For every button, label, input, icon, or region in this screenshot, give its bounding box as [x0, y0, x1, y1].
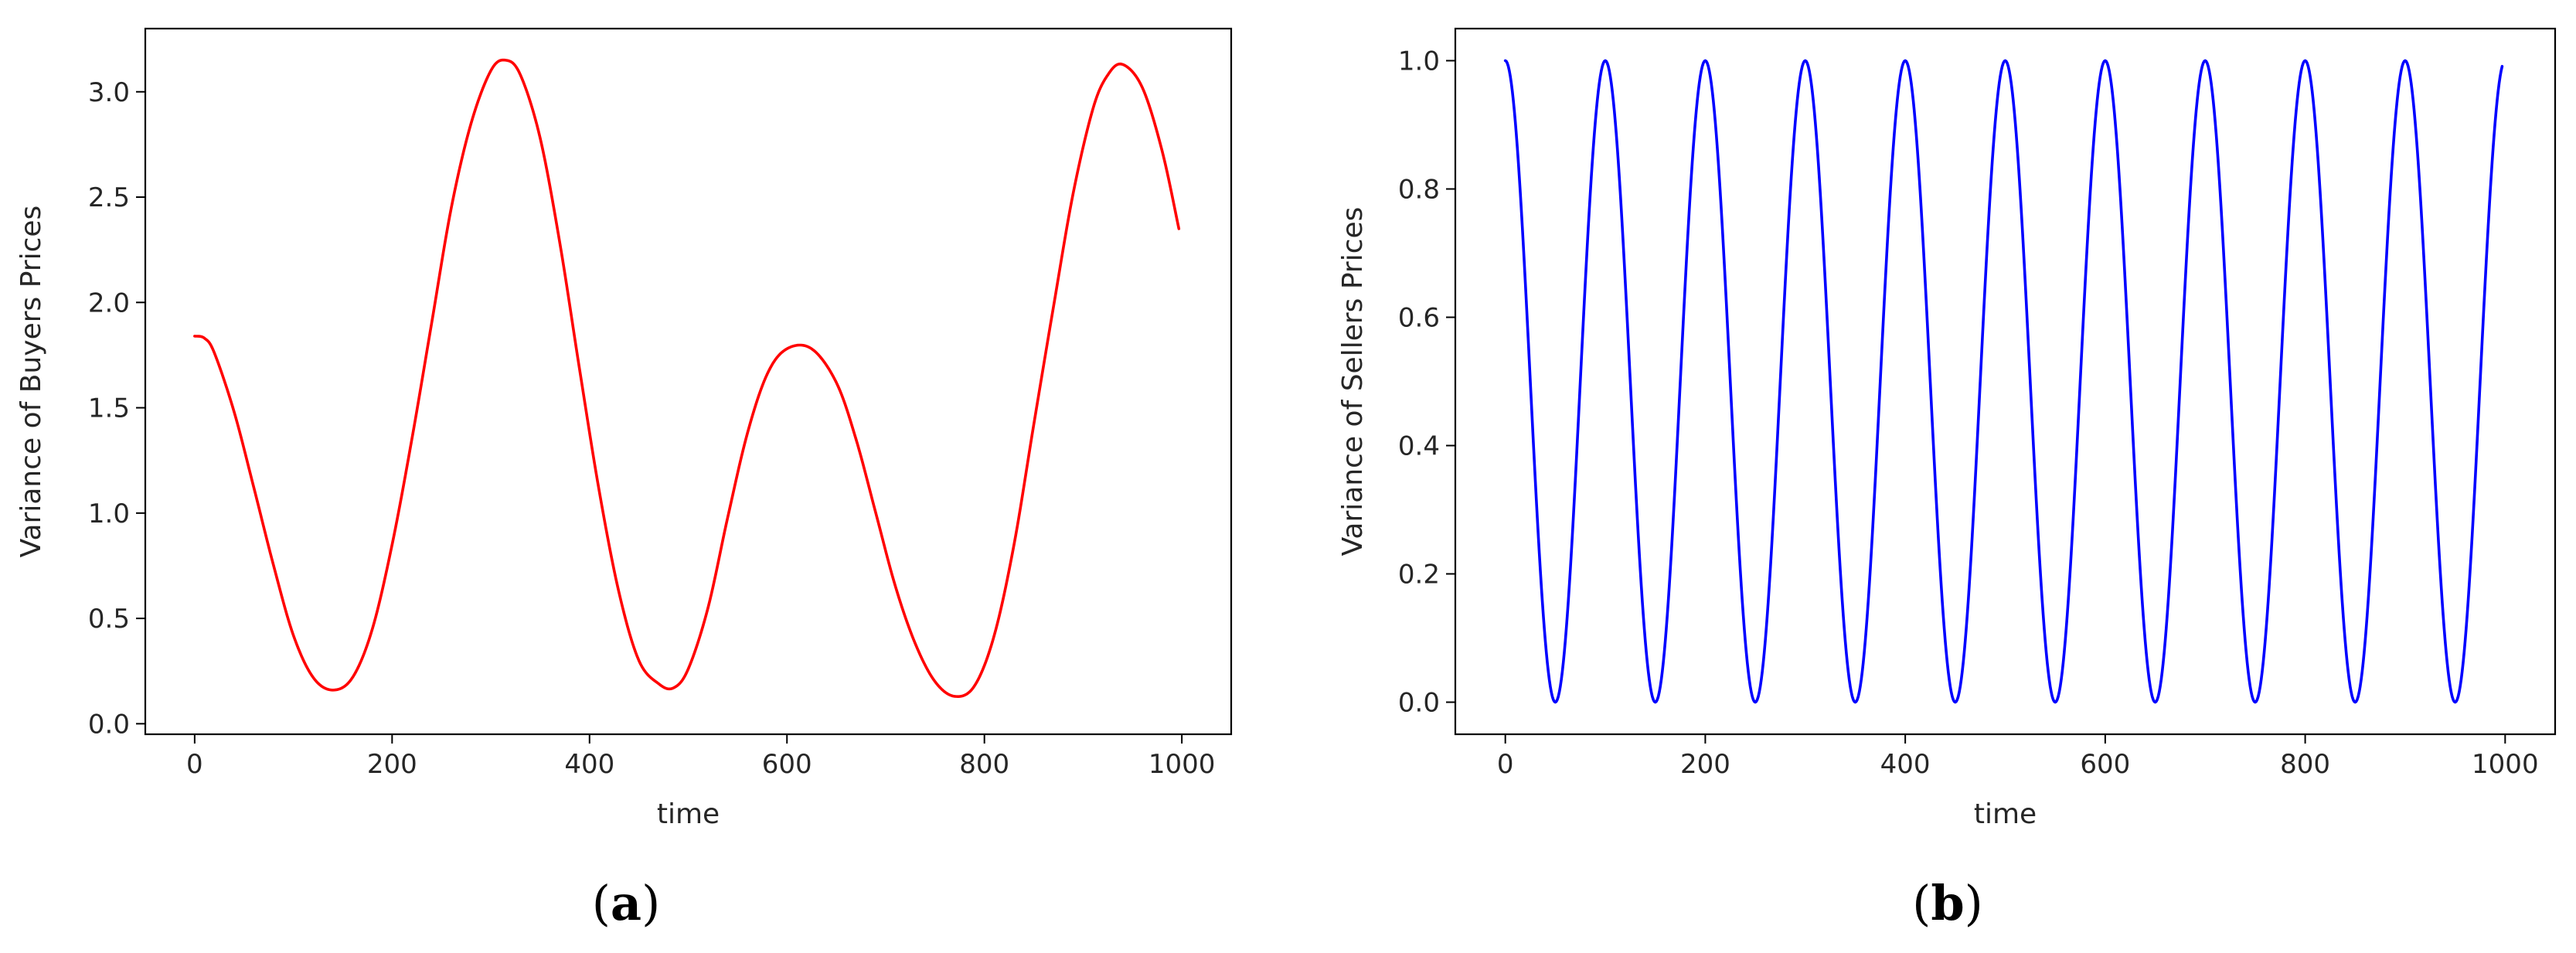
caption-b: (b): [1912, 875, 1983, 931]
x-tick-label: 600: [2080, 749, 2130, 780]
plot-frame-b: [1454, 27, 2557, 736]
series-line-a: [193, 58, 1181, 698]
y-tick-label: 0.0: [88, 709, 130, 740]
x-tick-label: 200: [1680, 749, 1730, 780]
y-tick-label: 1.0: [1398, 46, 1440, 77]
caption-close-paren-a: ): [641, 875, 660, 931]
y-tick-group-b: 0.0 0.2 0.4 0.6 0.8 1.0: [1398, 46, 1455, 719]
x-axis-title-a: time: [657, 798, 720, 830]
caption-letter-b: b: [1931, 875, 1964, 931]
y-axis-title-a: Variance of Buyers Prices: [15, 206, 47, 558]
x-tick-label: 0: [1497, 749, 1514, 780]
caption-close-paren-b: ): [1965, 875, 1983, 931]
caption-a: (a): [592, 875, 661, 931]
chart-a: 0 200 400 600 800 1000 0.00.51.01.52.02.53.0 …: [15, 27, 1233, 931]
x-tick-label: 0: [186, 749, 203, 780]
plot-frame-a: [144, 27, 1233, 736]
x-tick-group-b: 0 200 400 600 800 1000: [1497, 734, 2539, 780]
y-tick-label: 0.6: [1398, 303, 1440, 334]
y-tick-label: 1.0: [88, 499, 130, 529]
x-tick-label: 1000: [1148, 749, 1216, 780]
x-tick-label: 600: [762, 749, 812, 780]
y-tick-label: 0.2: [1398, 560, 1440, 591]
y-tick-group-a: 0.0 0.5 1.0 1.5 2.0 2.5 3.0: [88, 77, 145, 740]
x-tick-label: 1000: [2472, 749, 2539, 780]
y-tick-label: 3.0: [88, 77, 130, 108]
y-tick-label: 1.5: [88, 393, 130, 424]
y-tick-label: 2.0: [88, 288, 130, 318]
y-axis-title-b: Variance of Sellers Prices: [1337, 207, 1369, 556]
x-tick-label: 800: [2280, 749, 2330, 780]
caption-open-paren-b: (: [1912, 875, 1931, 931]
x-tick-label: 400: [1880, 749, 1931, 780]
caption-letter-a: a: [611, 875, 641, 931]
y-tick-label: 0.0: [1398, 688, 1440, 719]
series-line-b: [1503, 59, 2504, 704]
x-axis-title-b: time: [1974, 798, 2037, 830]
x-tick-label: 800: [959, 749, 1009, 780]
y-tick-label: 0.4: [1398, 431, 1440, 462]
y-tick-label: 0.5: [88, 604, 130, 635]
x-tick-group-a: 0 200 400 600 800 1000: [186, 734, 1215, 780]
y-tick-label: 0.8: [1398, 175, 1440, 206]
caption-open-paren-a: (: [592, 875, 611, 931]
chart-b: 0 200 400 600 800 1000 0.0 0.2 0.4 0.6 0.8 1.0 tim…: [1337, 27, 2557, 931]
x-tick-label: 400: [564, 749, 614, 780]
x-tick-label: 200: [367, 749, 417, 780]
y-tick-label: 2.5: [88, 182, 130, 213]
